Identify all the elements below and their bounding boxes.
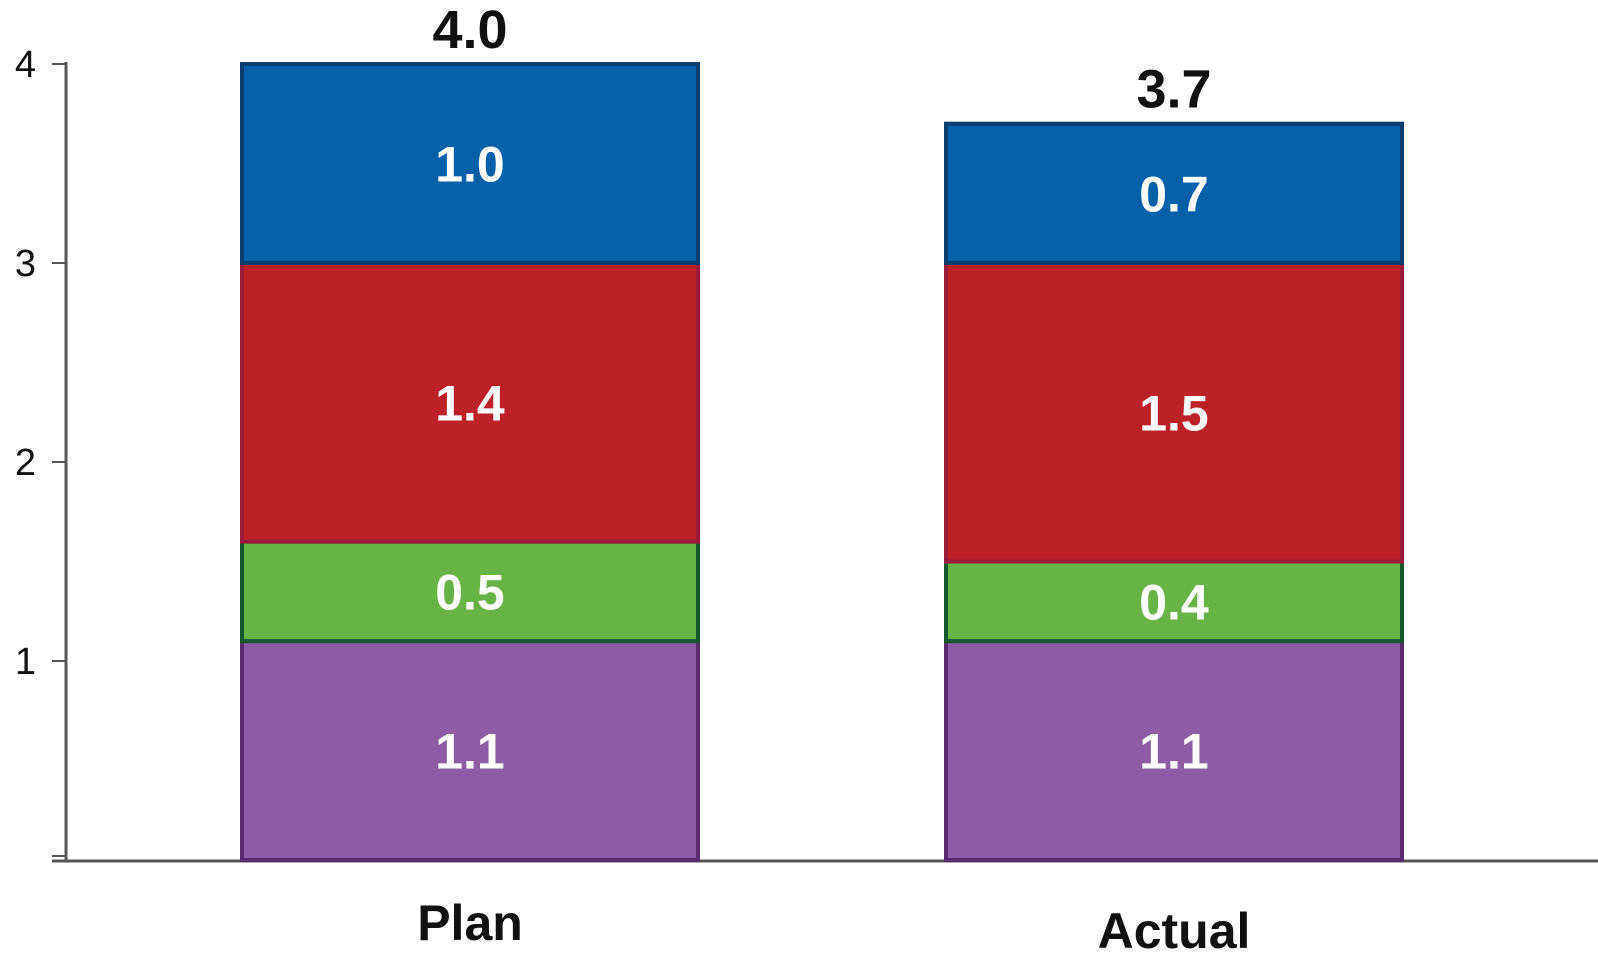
segment-value-label: 1.1 <box>435 724 505 780</box>
bar-segment <box>944 559 1404 644</box>
bar-segment <box>944 121 1404 265</box>
segment-value-label: 0.4 <box>1139 574 1209 630</box>
y-tick-label: 3 <box>15 243 36 285</box>
total-value-label: 3.7 <box>1136 60 1211 120</box>
y-tick-label: 1 <box>15 641 36 683</box>
segment-value-label: 1.1 <box>1139 724 1209 780</box>
y-tick-label: 2 <box>15 442 36 484</box>
labels: 1.1 0.5 1.4 1.0 4.0 Plan 1.1 0.4 1.5 0.7 3.7 Actual <box>417 0 1250 959</box>
y-tick-label: 4 <box>15 44 36 86</box>
segment-value-label: 0.5 <box>435 564 505 620</box>
bar-segment <box>240 62 700 265</box>
segment-value-label: 1.5 <box>1139 385 1209 441</box>
bars <box>240 62 1404 862</box>
bar-segment <box>944 639 1404 862</box>
x-category-label: Actual <box>1098 903 1251 959</box>
segment-value-label: 1.0 <box>435 137 505 193</box>
total-value-label: 4.0 <box>432 0 507 60</box>
segment-value-label: 0.7 <box>1139 166 1209 222</box>
x-category-label: Plan <box>417 895 523 951</box>
segment-value-label: 1.4 <box>435 375 505 431</box>
bar-segment <box>944 261 1404 564</box>
